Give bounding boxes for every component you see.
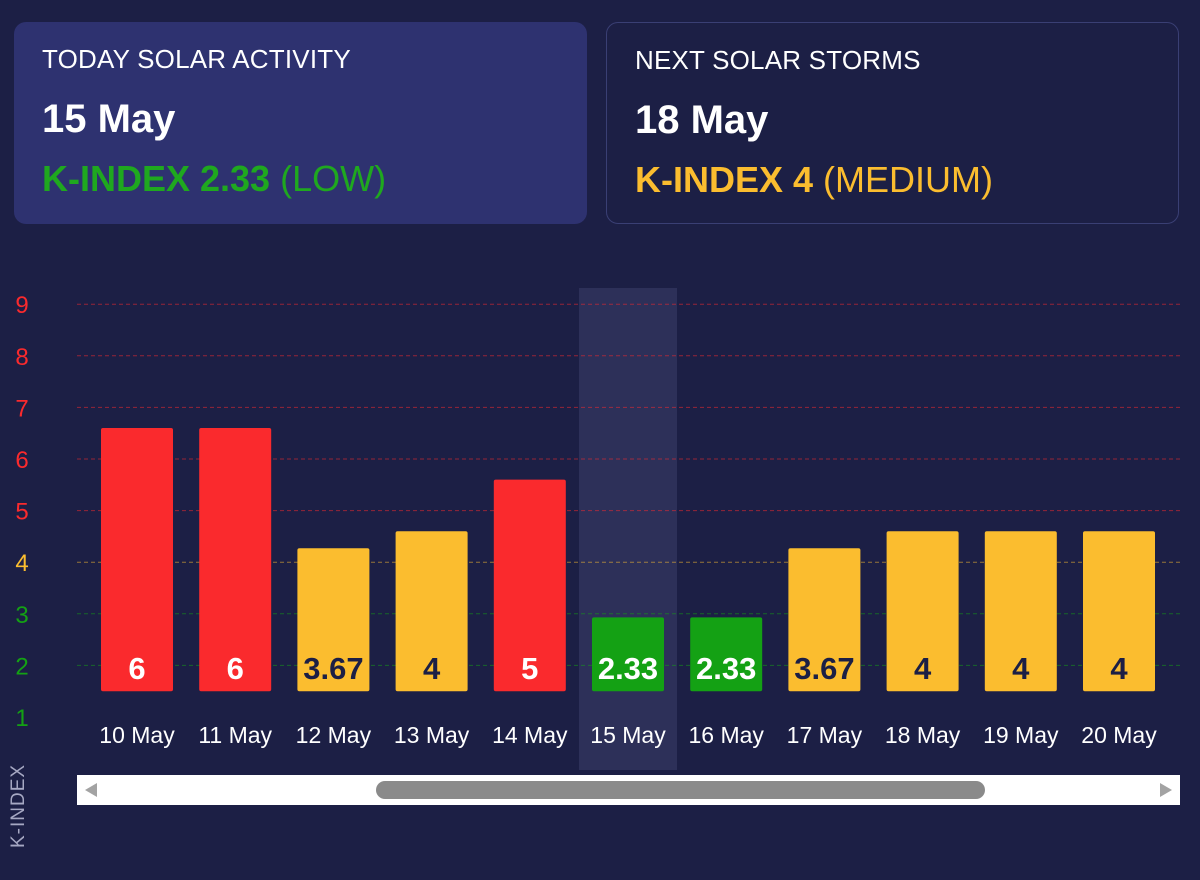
bar	[886, 531, 959, 692]
y-tick-label: 6	[15, 447, 28, 474]
x-tick-label: 10 May	[99, 722, 175, 748]
next-card-date: 18 May	[635, 98, 769, 142]
y-tick-label: 7	[15, 395, 28, 422]
next-kindex-value: K-INDEX 4	[635, 159, 814, 200]
bar	[690, 617, 763, 692]
bar	[101, 428, 173, 692]
today-card-date: 15 May	[42, 97, 176, 141]
today-highlight-column	[579, 288, 677, 770]
kindex-bar-chart: 1 2 3 4 5 6 7 8 9 6 10 May 6 11 May 3.67 12 May 4 13 May…	[15, 288, 1180, 770]
bar-value-label: 4	[1012, 651, 1030, 686]
y-axis-title: K-INDEX	[8, 763, 29, 848]
bar-value-label: 3.67	[303, 651, 363, 686]
next-kindex: K-INDEX 4 (MEDIUM)	[635, 159, 1178, 201]
bar	[788, 548, 861, 692]
y-tick-label: 2	[15, 653, 28, 680]
bar	[297, 548, 370, 692]
y-tick-label: 8	[15, 344, 28, 371]
bar-value-label: 4	[914, 651, 932, 686]
x-tick-label: 16 May	[688, 722, 764, 748]
bar	[592, 617, 664, 692]
today-kindex-level: (LOW)	[280, 158, 387, 199]
x-tick-label: 12 May	[296, 722, 372, 748]
today-card-title: TODAY SOLAR ACTIVITY	[42, 44, 351, 74]
bar-value-label: 6	[227, 651, 244, 686]
y-tick-label: 3	[15, 602, 28, 629]
bar-value-label: 5	[521, 651, 538, 686]
next-card-title: NEXT SOLAR STORMS	[635, 45, 921, 75]
y-tick-label: 4	[15, 550, 28, 577]
today-kindex-value: K-INDEX 2.33	[42, 158, 271, 199]
bar	[1083, 531, 1155, 692]
x-tick-label: 20 May	[1081, 722, 1157, 748]
bar	[395, 531, 468, 692]
today-kindex: K-INDEX 2.33 (LOW)	[42, 158, 587, 200]
x-tick-label: 18 May	[885, 722, 961, 748]
bar-value-label: 3.67	[794, 651, 854, 686]
scrollbar-thumb[interactable]	[376, 781, 985, 799]
bar-value-label: 2.33	[696, 651, 756, 686]
triangle-left-icon[interactable]	[85, 783, 97, 797]
triangle-right-icon[interactable]	[1160, 783, 1172, 797]
y-tick-label: 5	[15, 499, 28, 526]
x-tick-label: 11 May	[198, 722, 272, 748]
bar	[199, 428, 272, 692]
x-tick-label: 14 May	[492, 722, 568, 748]
next-kindex-level: (MEDIUM)	[823, 159, 994, 200]
next-storms-card: NEXT SOLAR STORMS 18 May K-INDEX 4 (MEDI…	[606, 22, 1179, 224]
bar-value-label: 4	[1110, 651, 1128, 686]
y-tick-label: 9	[15, 292, 28, 319]
bar	[493, 479, 566, 692]
bar-value-label: 6	[128, 651, 145, 686]
bar-value-label: 2.33	[598, 651, 658, 686]
bar-value-label: 4	[423, 651, 441, 686]
y-tick-label: 1	[15, 705, 28, 732]
x-tick-label: 17 May	[787, 722, 863, 748]
x-tick-label: 19 May	[983, 722, 1059, 748]
x-tick-label: 15 May	[590, 722, 666, 748]
chart-scrollbar[interactable]	[77, 775, 1180, 805]
bar	[984, 531, 1057, 692]
today-activity-card: TODAY SOLAR ACTIVITY 15 May K-INDEX 2.33…	[14, 22, 587, 224]
x-tick-label: 13 May	[394, 722, 470, 748]
